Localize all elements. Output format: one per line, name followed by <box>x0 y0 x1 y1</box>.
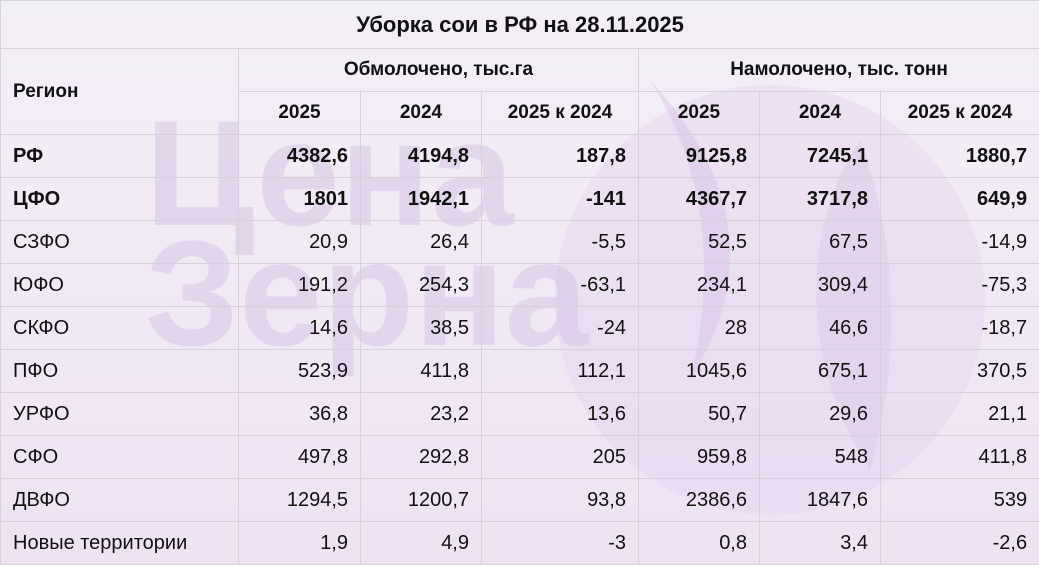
value-cell: 292,8 <box>360 435 482 479</box>
value-cell: 309,4 <box>759 263 881 307</box>
value-cell: 13,6 <box>481 392 639 436</box>
value-cell: 46,6 <box>759 306 881 350</box>
value-cell: 1294,5 <box>238 478 361 522</box>
value-cell: 649,9 <box>879 177 1039 221</box>
value-cell: 4367,7 <box>638 177 760 221</box>
value-cell: 9125,8 <box>638 134 760 178</box>
value-cell: 26,4 <box>360 220 482 264</box>
table-body: РФ 4382,6 4194,8 187,8 9125,8 7245,1 1880,7 ЦФО… <box>0 134 1039 565</box>
table-title: Уборка сои в РФ на 28.11.2025 <box>0 0 1039 49</box>
column-header: 2024 <box>360 91 482 135</box>
column-header: 2025 к 2024 <box>879 91 1039 135</box>
region-cell: СФО <box>0 435 239 479</box>
region-cell: ЦФО <box>0 177 239 221</box>
value-cell: 1847,6 <box>759 478 881 522</box>
value-cell: 523,9 <box>238 349 361 393</box>
value-cell: 67,5 <box>759 220 881 264</box>
table-row: СЗФО 20,9 26,4 -5,5 52,5 67,5 -14,9 <box>0 220 1039 264</box>
value-cell: 254,3 <box>360 263 482 307</box>
value-cell: 548 <box>759 435 881 479</box>
region-cell: СЗФО <box>0 220 239 264</box>
table-row: ЦФО 1801 1942,1 -141 4367,7 3717,8 649,9 <box>0 177 1039 221</box>
region-cell: ДВФО <box>0 478 239 522</box>
threshed-area-group-header: Обмолочено, тыс.га <box>238 48 639 92</box>
value-cell: 3717,8 <box>759 177 881 221</box>
column-header: 2025 <box>638 91 760 135</box>
region-cell: ПФО <box>0 349 239 393</box>
region-cell: ЮФО <box>0 263 239 307</box>
value-cell: -5,5 <box>481 220 639 264</box>
table-row: СФО 497,8 292,8 205 959,8 548 411,8 <box>0 435 1039 479</box>
value-cell: -2,6 <box>879 521 1039 565</box>
region-cell: СКФО <box>0 306 239 350</box>
value-cell: -14,9 <box>879 220 1039 264</box>
value-cell: 4,9 <box>360 521 482 565</box>
value-cell: 675,1 <box>759 349 881 393</box>
value-cell: 2386,6 <box>638 478 760 522</box>
column-header: 2025 <box>238 91 361 135</box>
value-cell: 7245,1 <box>759 134 881 178</box>
value-cell: -141 <box>481 177 639 221</box>
value-cell: 234,1 <box>638 263 760 307</box>
value-cell: 191,2 <box>238 263 361 307</box>
table-row: ПФО 523,9 411,8 112,1 1045,6 675,1 370,5 <box>0 349 1039 393</box>
value-cell: 38,5 <box>360 306 482 350</box>
table-row: ЮФО 191,2 254,3 -63,1 234,1 309,4 -75,3 <box>0 263 1039 307</box>
value-cell: -3 <box>481 521 639 565</box>
column-header: 2024 <box>759 91 881 135</box>
table-row: СКФО 14,6 38,5 -24 28 46,6 -18,7 <box>0 306 1039 350</box>
value-cell: -18,7 <box>879 306 1039 350</box>
value-cell: 1,9 <box>238 521 361 565</box>
value-cell: 539 <box>879 478 1039 522</box>
table-row: Новые территории 1,9 4,9 -3 0,8 3,4 -2,6 <box>0 521 1039 565</box>
value-cell: 1045,6 <box>638 349 760 393</box>
value-cell: 14,6 <box>238 306 361 350</box>
value-cell: 4194,8 <box>360 134 482 178</box>
value-cell: 370,5 <box>879 349 1039 393</box>
value-cell: 50,7 <box>638 392 760 436</box>
value-cell: 205 <box>481 435 639 479</box>
region-column-header: Регион <box>0 48 239 135</box>
value-cell: 187,8 <box>481 134 639 178</box>
table-row: УРФО 36,8 23,2 13,6 50,7 29,6 21,1 <box>0 392 1039 436</box>
region-cell: Новые территории <box>0 521 239 565</box>
value-cell: 1801 <box>238 177 361 221</box>
value-cell: 28 <box>638 306 760 350</box>
value-cell: 23,2 <box>360 392 482 436</box>
value-cell: 4382,6 <box>238 134 361 178</box>
value-cell: -75,3 <box>879 263 1039 307</box>
value-cell: 411,8 <box>879 435 1039 479</box>
table-row: РФ 4382,6 4194,8 187,8 9125,8 7245,1 1880,7 <box>0 134 1039 178</box>
value-cell: 20,9 <box>238 220 361 264</box>
value-cell: 497,8 <box>238 435 361 479</box>
region-cell: УРФО <box>0 392 239 436</box>
value-cell: 411,8 <box>360 349 482 393</box>
value-cell: 52,5 <box>638 220 760 264</box>
value-cell: 29,6 <box>759 392 881 436</box>
value-cell: -24 <box>481 306 639 350</box>
value-cell: 93,8 <box>481 478 639 522</box>
value-cell: 1200,7 <box>360 478 482 522</box>
value-cell: 3,4 <box>759 521 881 565</box>
table-row: ДВФО 1294,5 1200,7 93,8 2386,6 1847,6 539 <box>0 478 1039 522</box>
column-header: 2025 к 2024 <box>481 91 639 135</box>
value-cell: 112,1 <box>481 349 639 393</box>
value-cell: -63,1 <box>481 263 639 307</box>
value-cell: 0,8 <box>638 521 760 565</box>
value-cell: 959,8 <box>638 435 760 479</box>
value-cell: 1942,1 <box>360 177 482 221</box>
region-cell: РФ <box>0 134 239 178</box>
harvested-volume-group-header: Намолочено, тыс. тонн <box>637 48 1039 92</box>
value-cell: 1880,7 <box>879 134 1039 178</box>
value-cell: 21,1 <box>879 392 1039 436</box>
value-cell: 36,8 <box>238 392 361 436</box>
